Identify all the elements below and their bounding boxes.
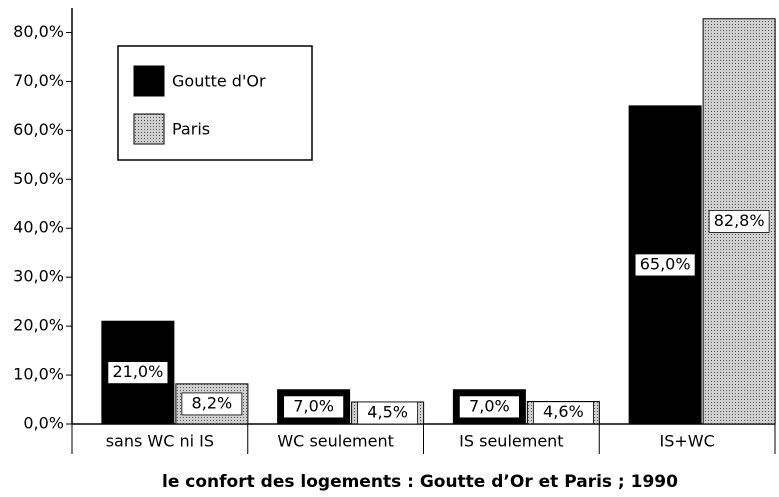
value-label: 4,6% bbox=[543, 402, 584, 421]
y-tick-label: 70,0% bbox=[13, 71, 64, 90]
y-tick-label: 50,0% bbox=[13, 169, 64, 188]
legend-swatch bbox=[133, 65, 165, 97]
value-label: 82,8% bbox=[714, 211, 765, 230]
value-label: 8,2% bbox=[192, 393, 233, 412]
value-label-bg bbox=[283, 395, 345, 419]
value-label: 65,0% bbox=[640, 254, 691, 273]
value-label-bg bbox=[532, 401, 594, 425]
value-label: 7,0% bbox=[469, 396, 510, 415]
x-tick-label: WC seulement bbox=[277, 432, 394, 451]
value-label-bg bbox=[357, 401, 419, 425]
y-tick-label: 10,0% bbox=[13, 365, 64, 384]
value-label-bg bbox=[708, 209, 770, 233]
legend-swatch bbox=[133, 113, 165, 145]
value-label-bg bbox=[181, 392, 243, 416]
y-tick-label: 30,0% bbox=[13, 267, 64, 286]
x-tick-label: IS+WC bbox=[659, 432, 714, 451]
y-tick-label: 20,0% bbox=[13, 316, 64, 335]
value-label-bg bbox=[458, 395, 520, 419]
legend-label: Paris bbox=[172, 120, 210, 139]
value-label: 21,0% bbox=[112, 362, 163, 381]
y-tick-label: 40,0% bbox=[13, 218, 64, 237]
x-tick-label: IS seulement bbox=[459, 432, 563, 451]
y-tick-label: 60,0% bbox=[13, 120, 64, 139]
y-tick-label: 80,0% bbox=[13, 22, 64, 41]
x-tick-label: sans WC ni IS bbox=[106, 432, 214, 451]
legend-label: Goutte d'Or bbox=[172, 72, 266, 91]
value-label: 7,0% bbox=[293, 396, 334, 415]
chart-title: le confort des logements : Goutte d’Or e… bbox=[162, 472, 678, 492]
y-tick-label: 0,0% bbox=[23, 414, 64, 433]
value-label-bg bbox=[107, 361, 169, 385]
value-label-bg bbox=[634, 253, 696, 277]
value-label: 4,5% bbox=[367, 402, 408, 421]
